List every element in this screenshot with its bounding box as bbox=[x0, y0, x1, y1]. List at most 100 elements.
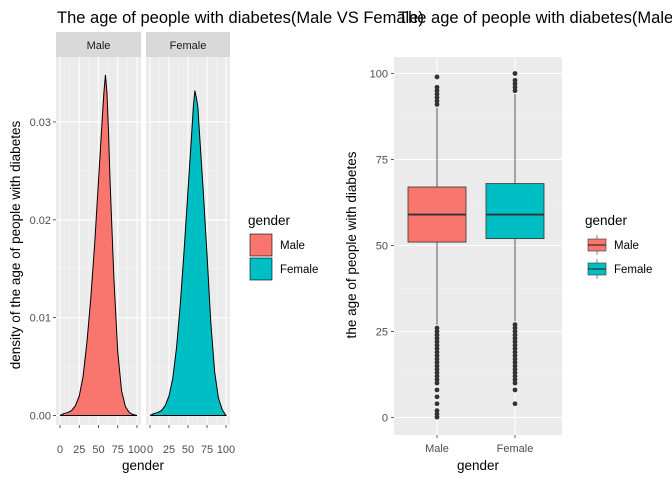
outlier-point bbox=[512, 71, 518, 76]
facet-strip-male bbox=[56, 32, 141, 57]
boxplot-legend-title: gender bbox=[585, 213, 628, 228]
x-tick-label: 100 bbox=[128, 444, 146, 456]
density-legend-title: gender bbox=[248, 213, 291, 228]
outlier-point bbox=[512, 322, 518, 328]
outlier-point bbox=[512, 356, 518, 362]
outlier-point bbox=[512, 373, 518, 379]
density-legend-key-female bbox=[249, 257, 273, 281]
outlier-point bbox=[512, 342, 518, 348]
outlier-point bbox=[434, 325, 440, 331]
facet-strip-male-label: Male bbox=[87, 40, 111, 52]
density-area-male bbox=[59, 74, 138, 416]
outlier-point bbox=[434, 411, 440, 417]
y-tick-label: 75 bbox=[376, 155, 388, 167]
density-chart: The age of people with diabetes(Male VS … bbox=[8, 9, 424, 473]
x-tick-label: 0 bbox=[57, 444, 63, 456]
x-tick-label: 75 bbox=[201, 444, 213, 456]
box-iqr bbox=[485, 183, 545, 240]
boxplot-legend-key-female bbox=[587, 259, 607, 279]
outlier-point bbox=[512, 84, 518, 90]
x-tick-label: 25 bbox=[163, 444, 175, 456]
x-tick-label: 50 bbox=[182, 444, 194, 456]
y-tick-label: 100 bbox=[370, 69, 388, 81]
outlier-point bbox=[512, 325, 518, 331]
box-male bbox=[407, 74, 467, 420]
density-chart-title: The age of people with diabetes(Male VS … bbox=[57, 9, 424, 27]
y-tick-label: 0.03 bbox=[30, 117, 51, 129]
x-tick-label: Male bbox=[425, 443, 449, 455]
boxplot-chart-title: The age of people with diabetes(Male VS … bbox=[398, 9, 672, 27]
outlier-point bbox=[434, 332, 440, 338]
outlier-point bbox=[512, 353, 518, 358]
outlier-point bbox=[434, 88, 440, 94]
density-area-female bbox=[149, 90, 227, 416]
outlier-point bbox=[434, 394, 440, 400]
outlier-point bbox=[434, 401, 440, 407]
y-tick-label: 25 bbox=[376, 327, 388, 339]
outlier-point bbox=[512, 360, 518, 365]
outlier-point bbox=[512, 387, 518, 393]
outlier-point bbox=[512, 335, 518, 341]
outlier-point bbox=[434, 91, 440, 97]
density-legend-label-male: Male bbox=[280, 240, 305, 252]
outlier-point bbox=[434, 346, 440, 352]
x-tick-label: 100 bbox=[217, 444, 235, 456]
boxplot-y-axis-label: the age of people with diabetes bbox=[344, 151, 359, 338]
boxplot-chart: The age of people with diabetes(Male VS … bbox=[344, 9, 672, 473]
outlier-point bbox=[434, 363, 440, 369]
outlier-point bbox=[434, 329, 440, 334]
outlier-point bbox=[434, 335, 440, 341]
outlier-point bbox=[434, 95, 440, 100]
outlier-point bbox=[434, 380, 440, 386]
boxplot-legend-key-male bbox=[587, 235, 607, 255]
outlier-point bbox=[512, 88, 518, 94]
box-female bbox=[485, 71, 545, 407]
outlier-point bbox=[434, 339, 440, 345]
outlier-point bbox=[512, 77, 518, 83]
density-y-axis-label: density of the age of people with diabet… bbox=[8, 121, 23, 370]
outlier-point bbox=[512, 332, 518, 338]
outlier-point bbox=[434, 373, 440, 379]
x-tick-label: Female bbox=[497, 443, 534, 455]
outlier-point bbox=[512, 370, 518, 376]
x-tick-label: 50 bbox=[92, 444, 104, 456]
outlier-point bbox=[434, 387, 440, 393]
y-tick-label: 0 bbox=[382, 413, 388, 425]
outlier-point bbox=[512, 329, 518, 334]
y-tick-label: 0.00 bbox=[30, 411, 51, 423]
outlier-point bbox=[512, 339, 518, 345]
outlier-point bbox=[434, 366, 440, 372]
boxplot-legend-label-female: Female bbox=[614, 264, 652, 276]
outlier-point bbox=[512, 349, 518, 355]
outlier-point bbox=[434, 356, 440, 362]
density-x-axis-label: gender bbox=[122, 458, 165, 473]
outlier-point bbox=[434, 98, 440, 104]
density-legend-key-male bbox=[249, 233, 273, 257]
outlier-point bbox=[512, 346, 518, 352]
outlier-point bbox=[434, 349, 440, 355]
outlier-point bbox=[434, 342, 440, 348]
y-tick-label: 0.02 bbox=[30, 215, 51, 227]
outlier-point bbox=[434, 360, 440, 365]
outlier-point bbox=[512, 377, 518, 383]
density-legend-label-female: Female bbox=[280, 264, 318, 276]
outlier-point bbox=[434, 353, 440, 358]
y-tick-label: 50 bbox=[376, 241, 388, 253]
outlier-point bbox=[434, 370, 440, 376]
outlier-point bbox=[434, 408, 440, 414]
outlier-point bbox=[434, 102, 440, 107]
y-tick-label: 0.01 bbox=[30, 313, 51, 325]
x-tick-label: 0 bbox=[147, 444, 153, 456]
outlier-point bbox=[434, 84, 440, 90]
x-tick-label: 25 bbox=[73, 444, 85, 456]
outlier-point bbox=[512, 81, 518, 87]
facet-strip-female-label: Female bbox=[170, 40, 207, 52]
x-tick-label: 75 bbox=[112, 444, 124, 456]
outlier-point bbox=[434, 74, 440, 80]
outlier-point bbox=[512, 401, 518, 407]
boxplot-x-axis-label: gender bbox=[457, 458, 500, 473]
facet-strip-female bbox=[146, 32, 230, 57]
outlier-point bbox=[512, 380, 518, 386]
boxplot-legend-label-male: Male bbox=[614, 240, 639, 252]
outlier-point bbox=[512, 363, 518, 369]
